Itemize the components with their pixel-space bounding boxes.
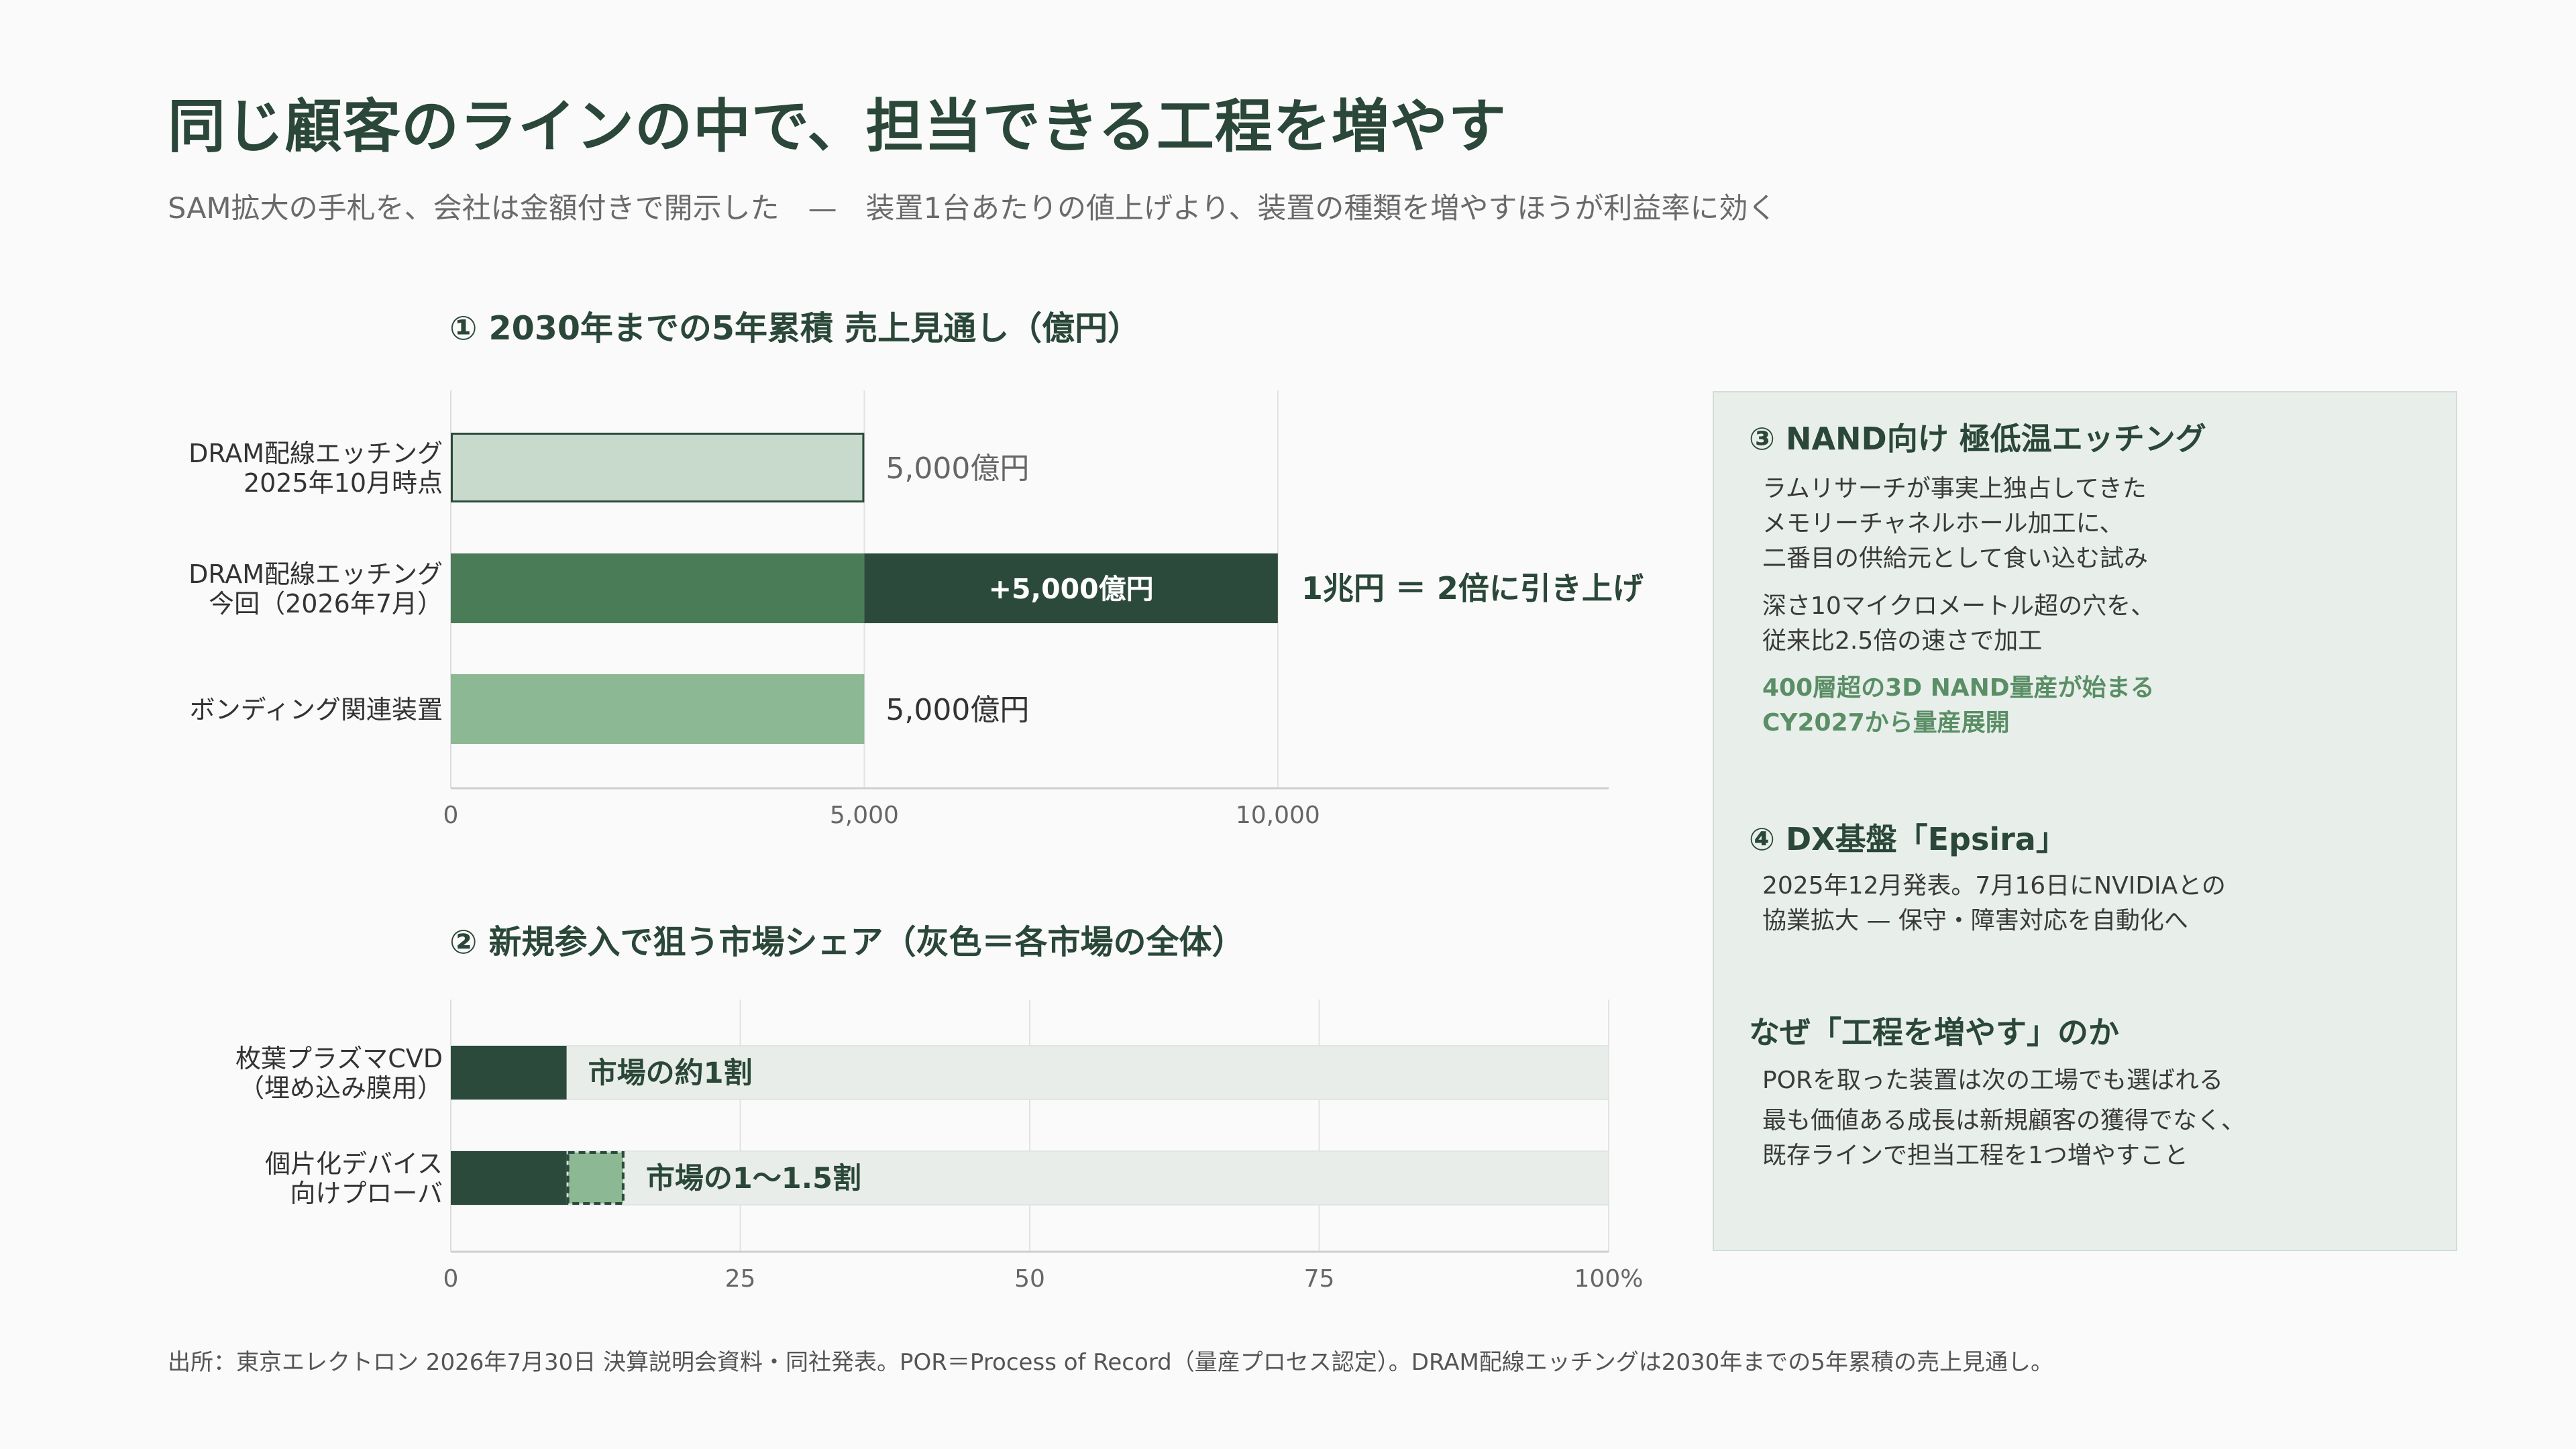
chart2-title: ② 新規参入で狙う市場シェア（灰色＝各市場の全体） [449,923,1245,961]
category-label: ボンディング関連装置 [190,695,443,724]
x-tick-label: 75 [1304,1265,1335,1293]
forecast-bar-chart: 0 5,000 10,000 5,000億円 DRAM配線エッチング 2025年10月時点… [189,390,1644,829]
nand-title: ③ NAND向け 極低温エッチング [1749,421,2206,457]
market-total-bar [450,1150,1609,1205]
market-total-bar [450,1045,1609,1100]
page-title: 同じ顧客のラインの中で、担当できる工程を増やす [168,93,1507,160]
x-tick-label: 0 [443,802,459,829]
dx-line: 協業拡大 — 保守・障害対応を自動化へ [1762,907,2188,934]
nand-line: ラムリサーチが事実上独占してきた [1762,475,2147,502]
share-bar [451,1046,567,1099]
why-line: 既存ラインで担当工程を1つ増やすこと [1762,1142,2188,1169]
nand-line: 二番目の供給元として食い込む試み [1762,545,2148,572]
why-title: なぜ「工程を増やす」のか [1749,1014,2119,1051]
nand-spec: 深さ10マイクロメートル超の穴を、 従来比2.5倍の速さで加工 [1762,589,2155,659]
data-label: +5,000億円 [989,573,1154,605]
nand-spec-line: 深さ10マイクロメートル超の穴を、 [1762,592,2155,620]
data-label: 市場の1〜1.5割 [646,1162,861,1195]
source-note: 出所：東京エレクトロン 2026年7月30日 決算説明会資料・同社発表。POR＝… [168,1349,2053,1376]
data-label: 5,000億円 [885,693,1029,727]
dx-title: ④ DX基盤「Epsira」 [1749,821,2067,857]
nand-description: ラムリサーチが事実上独占してきた メモリーチャネルホール加工に、 二番目の供給元… [1762,472,2148,576]
share-bar [451,1151,567,1205]
nand-highlight-line: 400層超の3D NAND量産が始まる [1762,674,2155,702]
nand-line: メモリーチャネルホール加工に、 [1762,510,2124,537]
why-description: PORを取った装置は次の工場でも選ばれる [1762,1063,2223,1098]
charts-canvas: 0 5,000 10,000 5,000億円 DRAM配線エッチング 2025年10月時点… [189,390,1644,1293]
nand-highlight-line: CY2027から量産展開 [1762,709,2010,737]
nand-spec-line: 従来比2.5倍の速さで加工 [1762,627,2043,655]
why-line: 最も価値ある成長は新規顧客の獲得でなく、 [1762,1107,2246,1134]
data-label: 5,000億円 [885,451,1029,486]
x-tick-label: 5,000 [830,802,899,829]
category-label: 個片化デバイス向けプローバ [265,1149,443,1208]
x-tick-label: 100% [1574,1265,1644,1293]
side-panel: ③ NAND向け 極低温エッチング ラムリサーチが事実上独占してきた メモリーチ… [1713,391,2457,1251]
why-conclusion: 最も価値ある成長は新規顧客の獲得でなく、 既存ラインで担当工程を1つ増やすこと [1762,1104,2245,1173]
annotation-label: 1兆円 ＝ 2倍に引き上げ [1301,570,1644,606]
x-tick-label: 0 [443,1265,459,1293]
bar-base-0 [451,433,865,502]
dx-line: 2025年12月発表。7月16日にNVIDIAとの [1762,872,2226,900]
data-label: 市場の約1割 [588,1057,753,1090]
page-subtitle: SAM拡大の手札を、会社は金額付きで開示した — 装置1台あたりの値上げより、装… [168,192,1777,225]
x-tick-label: 50 [1014,1265,1045,1293]
category-label: DRAM配線エッチング今回（2026年7月） [189,559,443,619]
bar-base-2 [451,674,865,744]
dx-description: 2025年12月発表。7月16日にNVIDIAとの 協業拡大 — 保守・障害対応… [1762,869,2226,938]
nand-highlight: 400層超の3D NAND量産が始まる CY2027から量産展開 [1762,671,2155,741]
bar-base-1 [451,553,865,623]
bar-increase-1 [864,553,1278,623]
market-share-chart: 0 25 50 75 100% 市場の約1割 枚葉プラズマCVD （埋め込み膜用） 市場の1〜1… [235,1000,1643,1293]
why-line: PORを取った装置は次の工場でも選ばれる [1762,1067,2224,1094]
x-tick-label: 10,000 [1236,802,1320,829]
share-range-bar [566,1151,625,1205]
chart1-title: ① 2030年までの5年累積 売上見通し（億円） [449,309,1141,347]
x-tick-label: 25 [725,1265,756,1293]
category-label: DRAM配線エッチング 2025年10月時点 [189,439,443,498]
category-label: 枚葉プラズマCVD （埋め込み膜用） [235,1044,443,1103]
